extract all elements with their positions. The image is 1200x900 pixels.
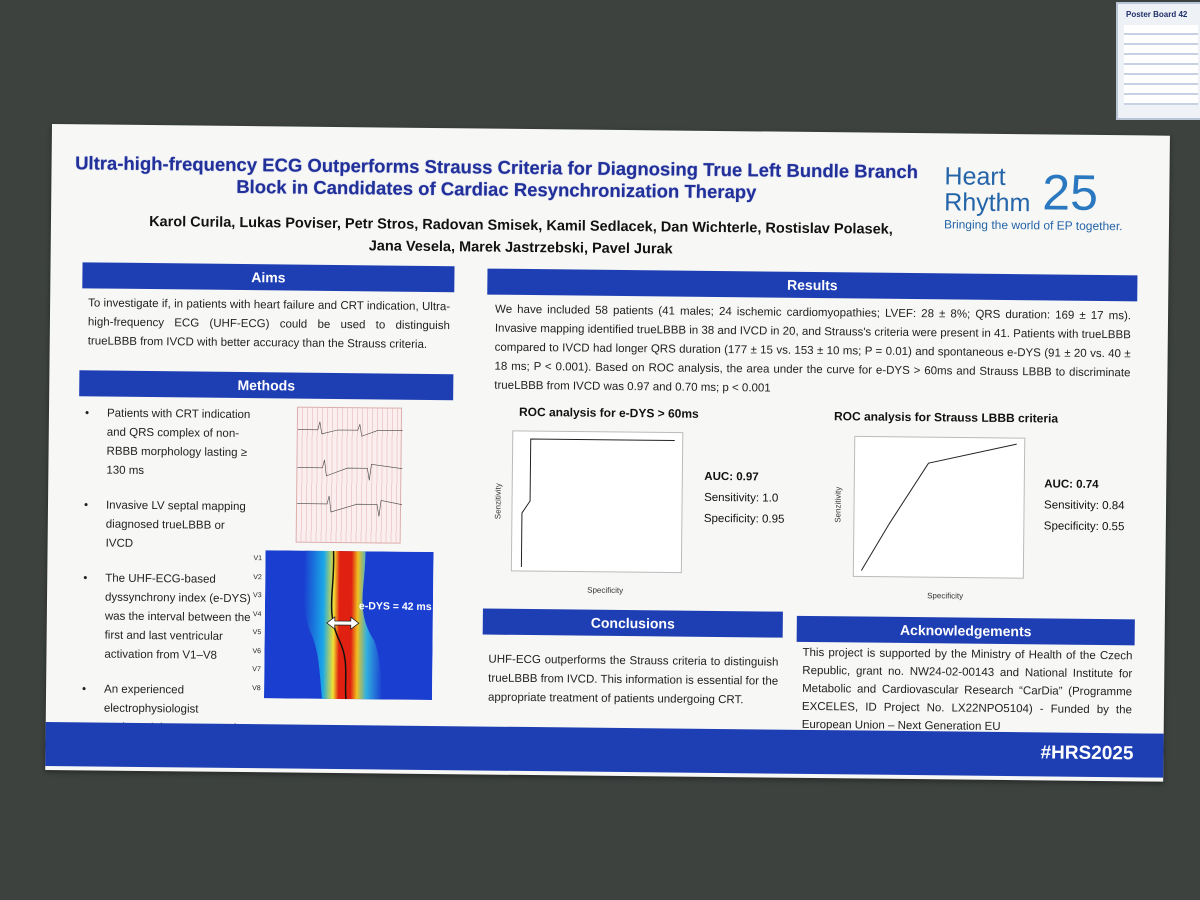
methods-bullet: Patients with CRT indication and QRS com…	[78, 404, 254, 482]
methods-bullet: The UHF-ECG-based dyssynchrony index (e-…	[76, 569, 252, 666]
poster-title: Ultra-high-frequency ECG Outperforms Str…	[51, 152, 941, 205]
conclusions-text: UHF-ECG outperforms the Strauss criteria…	[487, 653, 779, 707]
conclusions-heading: Conclusions	[482, 608, 783, 638]
authors: Karol Curila, Lukas Poviser, Petr Stros,…	[91, 210, 951, 263]
logo-heart: Heart	[944, 162, 1006, 191]
roc-y-label: Senzitivity	[833, 486, 843, 523]
specificity: Specificity: 0.55	[1043, 520, 1125, 534]
auc: AUC: 0.97	[704, 470, 759, 484]
poster: Ultra-high-frequency ECG Outperforms Str…	[45, 124, 1170, 782]
schedule-lines	[1124, 25, 1198, 105]
roc-x-label: Specificity	[927, 591, 964, 601]
hashtag: #HRS2025	[1040, 742, 1134, 765]
logo: Heart Rhythm 25 Bringing the world of EP…	[943, 162, 1135, 234]
heatmap: e-DYS = 42 ms	[263, 550, 434, 701]
roc-chart	[510, 430, 684, 574]
logo-rhythm: Rhythm	[944, 188, 1031, 218]
acknowledgements-text: This project is supported by the Ministr…	[801, 646, 1133, 733]
aims-heading: Aims	[82, 262, 455, 293]
acknowledgements-heading: Acknowledgements	[796, 615, 1135, 646]
methods-list: Patients with CRT indication and QRS com…	[75, 404, 254, 774]
results-text: We have included 58 patients (41 males; …	[494, 303, 1132, 395]
ecg-traces	[297, 421, 403, 517]
logo-tagline: Bringing the world of EP together.	[943, 217, 1123, 234]
roc-title: ROC analysis for e-DYS > 60ms	[518, 404, 699, 421]
roc-x-label: Specificity	[587, 585, 624, 596]
specificity: Specificity: 0.95	[703, 512, 785, 526]
heatmap-label: e-DYS = 42 ms	[359, 600, 432, 613]
roc-stats: AUC: 0.97 Sensitivity: 1.0 Specificity: …	[704, 467, 785, 531]
sensitivity: Sensitivity: 1.0	[704, 491, 779, 505]
aims-text: To investigate if, in patients with hear…	[87, 297, 451, 351]
ecg-image	[295, 406, 403, 544]
poster-board-sign: Poster Board 42	[1116, 2, 1200, 120]
results-heading: Results	[487, 268, 1138, 302]
logo-number: 25	[1042, 164, 1099, 221]
roc-chart	[852, 435, 1026, 579]
roc-stats: AUC: 0.74 Sensitivity: 0.84 Specificity:…	[1044, 474, 1125, 538]
roc-y-label: Senzitivity	[493, 483, 503, 520]
methods-heading: Methods	[79, 370, 454, 401]
roc-title: ROC analysis for Strauss LBBB criteria	[833, 409, 1059, 426]
sensitivity: Sensitivity: 0.84	[1043, 499, 1125, 513]
auc: AUC: 0.74	[1044, 478, 1099, 491]
methods-bullet: Invasive LV septal mapping diagnosed tru…	[78, 496, 254, 555]
poster-board-label: Poster Board 42	[1126, 10, 1188, 19]
